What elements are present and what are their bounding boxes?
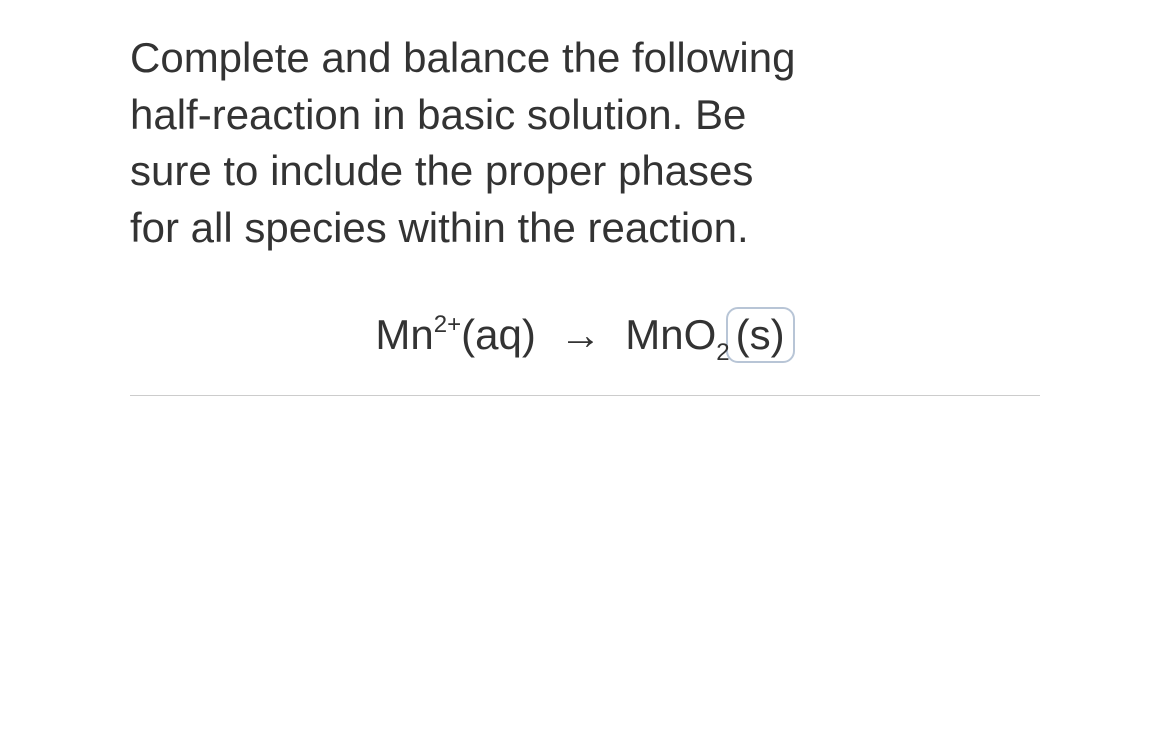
reactant-phase: (aq) [461,311,536,358]
product-oxygen: O [684,311,717,358]
reactant-charge: 2+ [434,311,461,338]
reactant-element: Mn [375,311,433,358]
product-subscript: 2 [716,339,729,366]
reactant-species: Mn2+(aq) [375,311,535,359]
question-line-2: half-reaction in basic solution. Be [130,91,746,138]
equation-container: Mn2+(aq) → MnO2(s) [130,307,1040,396]
chemical-equation: Mn2+(aq) → MnO2(s) [375,307,794,365]
question-prompt: Complete and balance the following half-… [130,30,1040,257]
product-element: Mn [625,311,683,358]
question-line-1: Complete and balance the following [130,34,795,81]
product-phase-highlighted[interactable]: (s) [726,307,795,363]
question-line-3: sure to include the proper phases [130,147,753,194]
reaction-arrow: → [560,311,602,358]
question-line-4: for all species within the reaction. [130,204,749,251]
product-species: MnO2(s) [625,307,794,365]
